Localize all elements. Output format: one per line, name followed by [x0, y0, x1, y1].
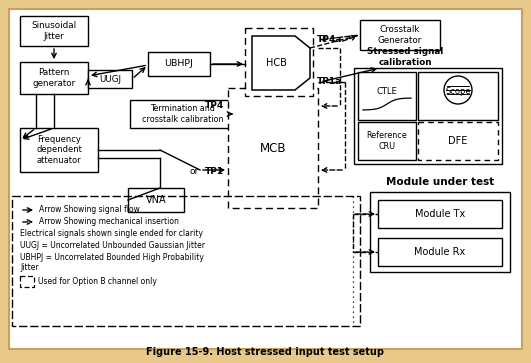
Polygon shape: [252, 36, 310, 90]
Text: Pattern
generator: Pattern generator: [32, 68, 75, 88]
Text: UUGJ: UUGJ: [99, 74, 121, 83]
Bar: [418, 122, 498, 160]
Bar: [88, 70, 132, 88]
Bar: [378, 200, 502, 228]
Text: TP4: TP4: [205, 102, 224, 110]
Bar: [20, 16, 88, 46]
Text: Stressed signal
calibration: Stressed signal calibration: [367, 47, 443, 67]
Text: Frequency
dependent
attenuator: Frequency dependent attenuator: [36, 135, 82, 165]
Bar: [358, 72, 416, 120]
Text: Jitter: Jitter: [20, 264, 39, 273]
Text: VNA: VNA: [145, 195, 166, 205]
Bar: [20, 276, 34, 287]
Text: TP1a: TP1a: [317, 77, 342, 86]
Bar: [360, 20, 440, 50]
Bar: [12, 196, 360, 326]
Bar: [228, 88, 318, 208]
Bar: [354, 68, 502, 164]
Bar: [128, 188, 184, 212]
Text: Scope: Scope: [445, 87, 471, 96]
Text: Used for Option B channel only: Used for Option B channel only: [38, 277, 157, 286]
Text: Module Tx: Module Tx: [415, 209, 465, 219]
Text: DFE: DFE: [448, 136, 468, 146]
Text: CTLE: CTLE: [376, 87, 397, 96]
Text: Crosstalk
Generator: Crosstalk Generator: [378, 25, 422, 45]
Text: Figure 15-9. Host stressed input test setup: Figure 15-9. Host stressed input test se…: [146, 347, 384, 357]
Text: Arrow Showing mechanical insertion: Arrow Showing mechanical insertion: [39, 217, 179, 227]
Text: UBHPJ: UBHPJ: [165, 60, 193, 69]
Bar: [20, 62, 88, 94]
Text: HCB: HCB: [266, 58, 286, 68]
Bar: [130, 100, 236, 128]
Text: Electrical signals shown single ended for clarity: Electrical signals shown single ended fo…: [20, 229, 203, 238]
Bar: [370, 192, 510, 272]
Text: Termination and
crosstalk calibration: Termination and crosstalk calibration: [142, 104, 224, 124]
Text: Sinusoidal
Jitter: Sinusoidal Jitter: [31, 21, 76, 41]
Text: Reference
CRU: Reference CRU: [366, 131, 407, 151]
Bar: [418, 72, 498, 120]
Text: Arrow Showing signal flow: Arrow Showing signal flow: [39, 205, 140, 215]
Text: TP1: TP1: [205, 167, 224, 176]
Text: Module under test: Module under test: [386, 177, 494, 187]
Bar: [378, 238, 502, 266]
Text: UBHPJ = Uncorrelated Bounded High Probability: UBHPJ = Uncorrelated Bounded High Probab…: [20, 253, 204, 262]
Bar: [245, 28, 313, 96]
Bar: [20, 128, 98, 172]
Text: MCB: MCB: [260, 142, 286, 155]
Text: or: or: [190, 167, 199, 176]
Bar: [148, 52, 210, 76]
Bar: [358, 122, 416, 160]
Text: Module Rx: Module Rx: [414, 247, 466, 257]
Text: TP4a: TP4a: [317, 36, 342, 45]
Text: UUGJ = Uncorrelated Unbounded Gaussian Jitter: UUGJ = Uncorrelated Unbounded Gaussian J…: [20, 241, 205, 250]
